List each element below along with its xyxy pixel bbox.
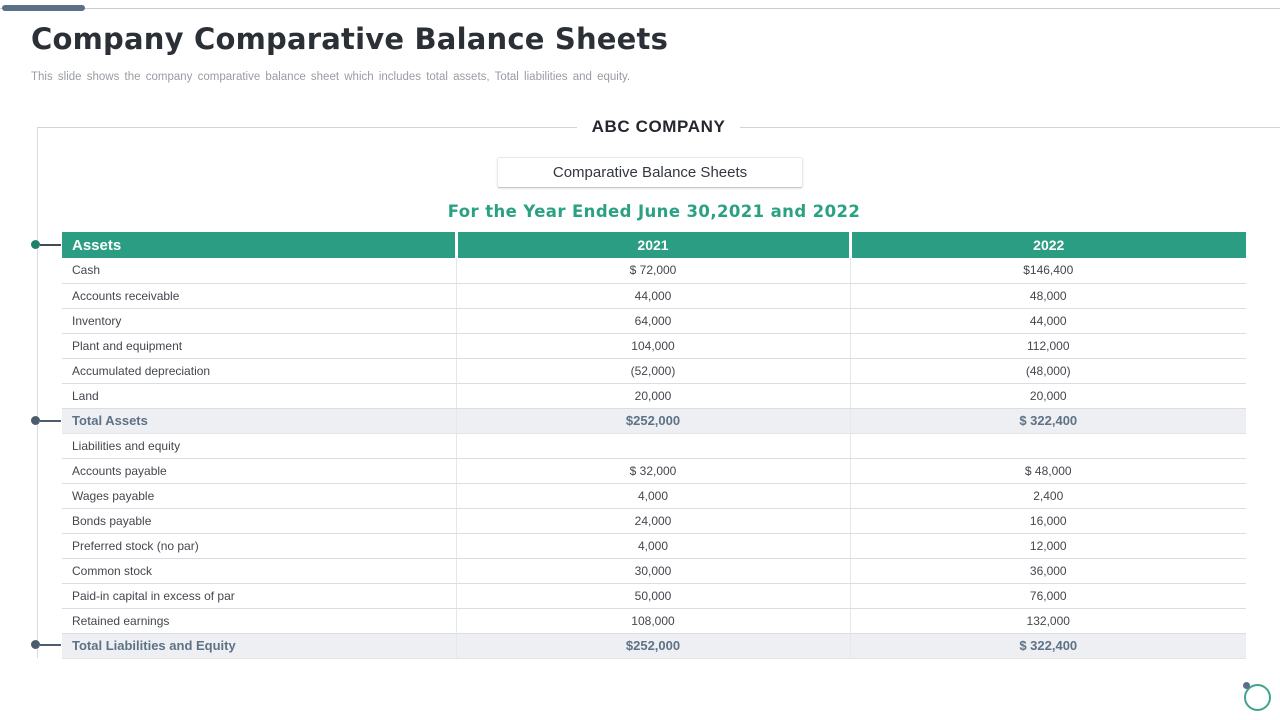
row-value-2022: $ 322,400 xyxy=(849,633,1246,659)
row-label: Preferred stock (no par) xyxy=(62,533,456,559)
row-label: Inventory xyxy=(62,308,456,334)
page-subtitle: This slide shows the company comparative… xyxy=(31,71,631,83)
sheet-title-box: Comparative Balance Sheets xyxy=(497,157,803,188)
row-label: Accounts receivable xyxy=(62,283,456,309)
column-header-2022: 2022 xyxy=(848,232,1246,258)
row-label: Paid-in capital in excess of par xyxy=(62,583,456,609)
table-row: Accounts payable $ 32,000 $ 48,000 xyxy=(62,458,1246,484)
row-value-2022: $146,400 xyxy=(849,258,1246,284)
table-row: Cash $ 72,000 $146,400 xyxy=(62,258,1246,284)
row-value-2022: 36,000 xyxy=(849,558,1246,584)
top-divider-line xyxy=(0,8,1280,9)
left-frame-line xyxy=(37,127,38,658)
row-value-2021: $ 72,000 xyxy=(455,258,850,284)
table-row: Retained earnings 108,000 132,000 xyxy=(62,608,1246,634)
row-value-2021: 44,000 xyxy=(455,283,850,309)
total-assets-row: Total Assets $252,000 $ 322,400 xyxy=(62,408,1246,434)
row-value-2022: 44,000 xyxy=(849,308,1246,334)
row-label: Total Liabilities and Equity xyxy=(62,633,456,659)
table-header-row: Assets 2021 2022 xyxy=(62,232,1246,258)
row-value-2022: 112,000 xyxy=(849,333,1246,359)
table-row: Plant and equipment 104,000 112,000 xyxy=(62,333,1246,359)
column-header-assets: Assets xyxy=(62,232,456,258)
company-name: ABC COMPANY xyxy=(591,117,726,136)
row-label: Accumulated depreciation xyxy=(62,358,456,384)
row-label: Bonds payable xyxy=(62,508,456,534)
row-value-2021: 20,000 xyxy=(455,383,850,409)
row-value-2021: 104,000 xyxy=(455,333,850,359)
row-value-2022: 48,000 xyxy=(849,283,1246,309)
row-label: Retained earnings xyxy=(62,608,456,634)
bullet-dot-icon xyxy=(31,240,40,249)
row-value-2021: 24,000 xyxy=(455,508,850,534)
company-header-divider: ABC COMPANY xyxy=(37,117,1280,137)
decorative-circle-dot-icon xyxy=(1243,682,1250,689)
balance-sheet-table: Assets 2021 2022 Cash $ 72,000 $146,400 … xyxy=(62,232,1246,659)
row-value-2021: 4,000 xyxy=(455,533,850,559)
decorative-circle-icon xyxy=(1244,684,1271,711)
row-label: Land xyxy=(62,383,456,409)
table-row: Wages payable 4,000 2,400 xyxy=(62,483,1246,509)
row-value-2022: 2,400 xyxy=(849,483,1246,509)
row-label: Wages payable xyxy=(62,483,456,509)
column-header-2021: 2021 xyxy=(454,232,850,258)
section-row-liabilities: Liabilities and equity xyxy=(62,433,1246,459)
page-title: Company Comparative Balance Sheets xyxy=(31,22,669,56)
row-value-2022: 76,000 xyxy=(849,583,1246,609)
total-liabilities-row: Total Liabilities and Equity $252,000 $ … xyxy=(62,633,1246,659)
row-label: Total Assets xyxy=(62,408,456,434)
table-row: Bonds payable 24,000 16,000 xyxy=(62,508,1246,534)
row-value-2022: (48,000) xyxy=(849,358,1246,384)
row-value-2021: (52,000) xyxy=(455,358,850,384)
row-label: Plant and equipment xyxy=(62,333,456,359)
row-label: Accounts payable xyxy=(62,458,456,484)
row-value-2021: 64,000 xyxy=(455,308,850,334)
row-value-2022: 16,000 xyxy=(849,508,1246,534)
bullet-line xyxy=(40,243,61,246)
table-row: Inventory 64,000 44,000 xyxy=(62,308,1246,334)
bullet-dot-icon xyxy=(31,416,40,425)
table-row: Land 20,000 20,000 xyxy=(62,383,1246,409)
bullet-dot-icon xyxy=(31,640,40,649)
row-value-2021: $252,000 xyxy=(455,633,850,659)
row-value-2021: 108,000 xyxy=(455,608,850,634)
sheet-title-label: Comparative Balance Sheets xyxy=(552,164,748,181)
row-label: Liabilities and equity xyxy=(62,433,456,459)
top-accent-bar xyxy=(2,5,85,11)
row-value-2021 xyxy=(455,433,850,459)
bullet-line xyxy=(40,643,61,646)
row-value-2021: 4,000 xyxy=(455,483,850,509)
period-heading: For the Year Ended June 30,2021 and 2022 xyxy=(447,202,861,221)
bullet-line xyxy=(40,419,61,422)
row-value-2022 xyxy=(849,433,1246,459)
row-value-2022: 12,000 xyxy=(849,533,1246,559)
row-value-2021: 30,000 xyxy=(455,558,850,584)
table-row: Preferred stock (no par) 4,000 12,000 xyxy=(62,533,1246,559)
table-row: Paid-in capital in excess of par 50,000 … xyxy=(62,583,1246,609)
table-row: Accumulated depreciation (52,000) (48,00… xyxy=(62,358,1246,384)
row-label: Common stock xyxy=(62,558,456,584)
row-value-2021: $252,000 xyxy=(455,408,850,434)
row-label: Cash xyxy=(62,258,456,284)
row-value-2022: $ 322,400 xyxy=(849,408,1246,434)
row-value-2022: 20,000 xyxy=(849,383,1246,409)
row-value-2022: $ 48,000 xyxy=(849,458,1246,484)
row-value-2021: 50,000 xyxy=(455,583,850,609)
table-row: Accounts receivable 44,000 48,000 xyxy=(62,283,1246,309)
row-value-2021: $ 32,000 xyxy=(455,458,850,484)
table-row: Common stock 30,000 36,000 xyxy=(62,558,1246,584)
row-value-2022: 132,000 xyxy=(849,608,1246,634)
